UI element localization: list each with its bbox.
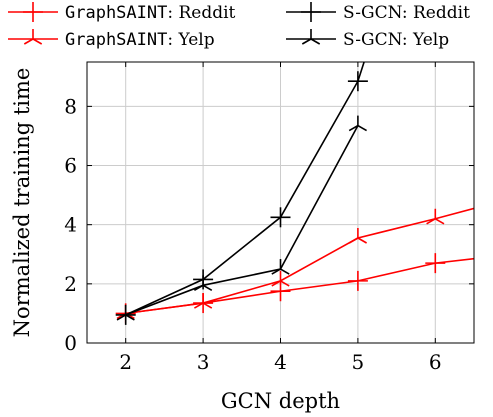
tri-marker-arm [32,38,43,45]
series-layer [115,62,474,325]
legend-label: GraphSAINT: Reddit [65,3,236,23]
legend-label: GraphSAINT: Yelp [65,30,215,50]
x-axis-title: GCN depth [221,389,340,413]
legend-entry: GraphSAINT: Yelp [8,29,215,50]
tri-marker-arm [301,38,312,45]
tri-marker-arm [202,302,213,309]
tri-marker-arm [426,218,436,225]
tri-marker-arm [271,268,281,275]
tri-marker-arm [357,124,367,132]
ticks: 2 3 4 5 6 0 2 4 6 8 [64,62,474,374]
legend-label-suffix: : Reddit [167,3,235,23]
tri-marker-arm [116,314,127,321]
tri-marker-arm [194,302,204,309]
y-tick-label: 0 [64,331,77,355]
y-tick-label: 8 [64,94,77,118]
tri-marker-arm [125,314,135,321]
tri-marker-arm [280,268,290,275]
series-line [125,125,359,316]
legend-entry: GraphSAINT: Reddit [8,2,236,23]
x-tick-label: 6 [429,350,442,374]
y-axis-title: Normalized training time [10,68,34,338]
tri-marker-arm [310,38,321,45]
x-tick-label: 5 [352,350,365,374]
legend-label: S-GCN: Reddit [343,3,470,23]
legend-label-prefix: GraphSAINT [65,30,167,50]
tri-marker-arm [357,237,367,244]
series-2 [115,62,368,325]
y-tick-label: 2 [64,272,77,296]
series-0 [115,253,474,324]
tri-marker-arm [348,237,359,244]
legend-entry: S-GCN: Yelp [286,29,449,50]
legend-label-prefix: GraphSAINT [65,3,167,23]
tri-marker-arm [434,218,445,225]
series-line [125,207,474,315]
legend-label-suffix: S-GCN: Yelp [343,30,449,50]
legend-label-suffix: : Yelp [167,30,214,50]
y-tick-label: 6 [64,154,77,178]
tri-marker-arm [348,124,359,132]
y-tick-label: 4 [64,213,77,237]
x-tick-label: 4 [274,350,287,374]
legend-label-suffix: S-GCN: Reddit [343,3,470,23]
tri-marker-arm [194,284,204,292]
series-3 [116,115,367,321]
tri-marker-arm [23,38,34,45]
series-line [125,257,474,315]
tri-marker-arm [271,280,281,287]
tri-marker-arm [280,280,290,287]
x-tick-label: 2 [119,350,132,374]
series-1 [116,207,474,320]
legend-entry: S-GCN: Reddit [286,2,470,23]
tri-marker-arm [202,284,213,292]
x-tick-label: 3 [197,350,210,374]
legend-label: S-GCN: Yelp [343,30,449,50]
